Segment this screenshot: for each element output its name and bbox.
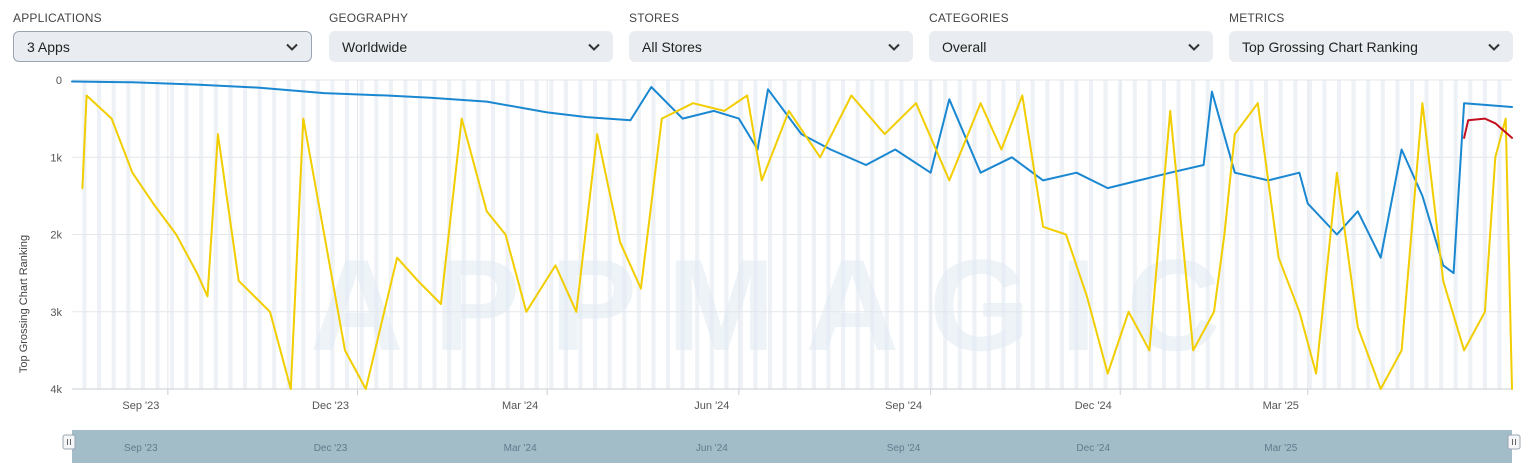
filter-applications-label: APPLICATIONS xyxy=(13,11,102,25)
chevron-down-icon xyxy=(285,40,299,54)
filter-metrics: METRICS Top Grossing Chart Ranking xyxy=(1229,10,1513,62)
series-line-1 xyxy=(71,80,1513,275)
navigator-tick-label: Jun '24 xyxy=(696,443,728,454)
chevron-down-icon xyxy=(1187,40,1201,54)
filter-categories-label: CATEGORIES xyxy=(929,11,1009,25)
chevron-down-icon xyxy=(587,40,601,54)
y-tick-label: 4k xyxy=(50,384,62,396)
navigator-tick-label: Sep '23 xyxy=(124,443,158,454)
navigator-tick-label: Mar '25 xyxy=(1264,443,1297,454)
metrics-dropdown[interactable]: Top Grossing Chart Ranking xyxy=(1229,31,1513,62)
ranking-chart: APPMAGIC 0 1k 2k 3k 4k Sep '23 Dec '23 Mar '24… xyxy=(0,70,1524,463)
navigator-handle-left[interactable] xyxy=(62,434,76,450)
filter-bar: APPLICATIONS 3 Apps GEOGRAPHY Worldwide … xyxy=(0,0,1524,70)
x-tick-label: Dec '23 xyxy=(312,400,349,412)
filter-stores: STORES All Stores xyxy=(629,10,913,62)
navigator-tick-label: Dec '23 xyxy=(314,443,348,454)
filter-applications: APPLICATIONS 3 Apps xyxy=(13,10,312,62)
geography-value: Worldwide xyxy=(342,38,408,55)
x-tick-label: Sep '24 xyxy=(885,400,922,412)
series-lines[interactable] xyxy=(71,80,1513,390)
geography-dropdown[interactable]: Worldwide xyxy=(329,31,613,62)
filter-categories: CATEGORIES Overall xyxy=(929,10,1213,62)
metrics-value: Top Grossing Chart Ranking xyxy=(1242,38,1418,55)
navigator-tick-label: Dec '24 xyxy=(1076,443,1110,454)
watermark: APPMAGIC xyxy=(310,232,1251,378)
navigator-tick-label: Sep '24 xyxy=(887,443,921,454)
x-tick-label: Sep '23 xyxy=(122,400,159,412)
stores-dropdown[interactable]: All Stores xyxy=(629,31,913,62)
x-tick-label: Dec '24 xyxy=(1075,400,1112,412)
y-tick-label: 3k xyxy=(50,307,62,319)
x-tick-label: Mar '25 xyxy=(1263,400,1299,412)
navigator-handle-right[interactable] xyxy=(1507,434,1521,450)
range-navigator[interactable]: Sep '23 Dec '23 Mar '24 Jun '24 Sep '24 Dec '… xyxy=(62,430,1521,463)
applications-value: 3 Apps xyxy=(27,38,70,55)
filter-stores-label: STORES xyxy=(629,11,680,25)
applications-dropdown[interactable]: 3 Apps xyxy=(13,31,312,62)
series-line-2 xyxy=(81,94,1513,390)
series-line-3 xyxy=(1463,117,1513,139)
navigator-tick-label: Mar '24 xyxy=(504,443,537,454)
navigator-labels: Sep '23 Dec '23 Mar '24 Jun '24 Sep '24 Dec '… xyxy=(124,443,1298,454)
chevron-down-icon xyxy=(887,40,901,54)
categories-dropdown[interactable]: Overall xyxy=(929,31,1213,62)
categories-value: Overall xyxy=(942,38,987,55)
y-axis-title: Top Grossing Chart Ranking xyxy=(18,235,30,373)
filter-geography: GEOGRAPHY Worldwide xyxy=(329,10,613,62)
y-tick-label: 0 xyxy=(56,75,62,87)
y-tick-label: 1k xyxy=(50,152,62,164)
x-tick-label: Jun '24 xyxy=(694,400,729,412)
ranking-chart-svg: APPMAGIC 0 1k 2k 3k 4k Sep '23 Dec '23 Mar '24… xyxy=(18,75,1521,463)
x-tick-label: Mar '24 xyxy=(502,400,538,412)
y-tick-label: 2k xyxy=(50,230,62,242)
filter-metrics-label: METRICS xyxy=(1229,11,1285,25)
filter-geography-label: GEOGRAPHY xyxy=(329,11,409,25)
stores-value: All Stores xyxy=(642,38,702,55)
y-axis: 0 1k 2k 3k 4k xyxy=(50,75,62,396)
chevron-down-icon xyxy=(1487,40,1501,54)
navigator-selection[interactable] xyxy=(72,430,1512,463)
grid-lines xyxy=(72,79,1512,390)
x-axis: Sep '23 Dec '23 Mar '24 Jun '24 Sep '24 Dec '… xyxy=(122,389,1309,412)
